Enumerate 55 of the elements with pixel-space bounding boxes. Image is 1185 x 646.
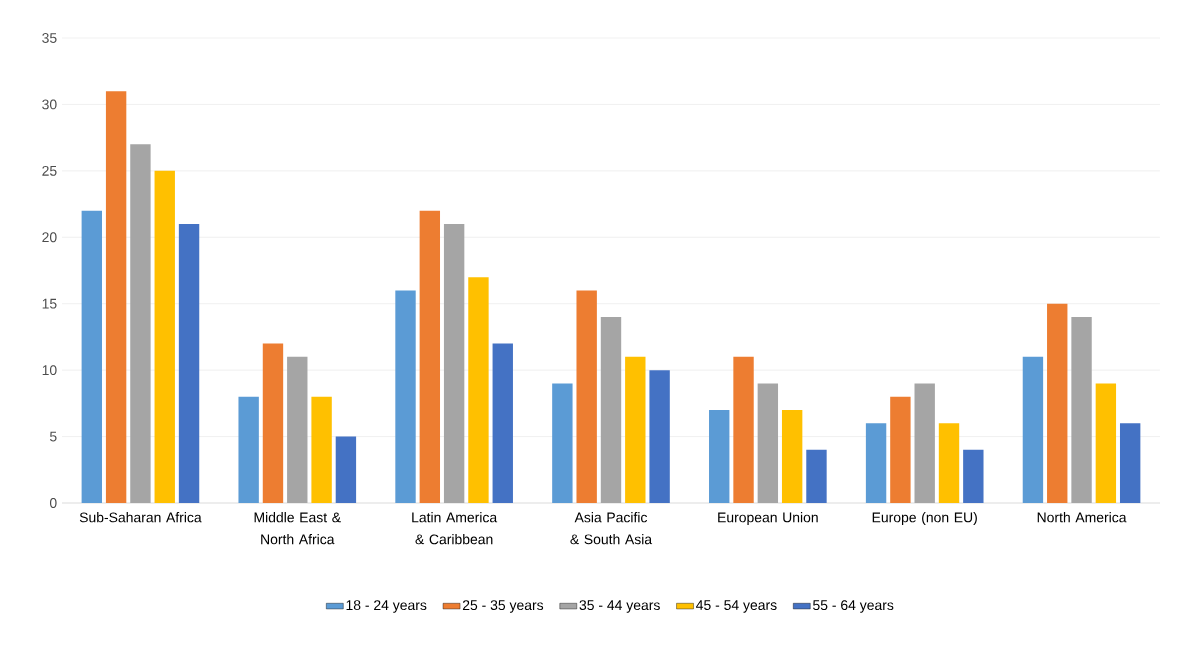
legend-label: 25 - 35 years (462, 600, 544, 613)
bar (154, 170, 175, 503)
bar (81, 210, 102, 503)
x-tick-label: Latin America & Caribbean (412, 512, 498, 545)
bar (600, 317, 622, 503)
bar (552, 383, 573, 503)
bar (625, 356, 646, 503)
bar (105, 91, 127, 503)
bar (492, 343, 513, 503)
bar (262, 343, 284, 503)
x-tick-label: Sub-Saharan Africa (79, 512, 202, 523)
bar (649, 370, 670, 503)
bar (914, 383, 935, 503)
x-tick-label: Middle East & North Africa (254, 512, 341, 545)
bar (806, 449, 827, 503)
x-tick-label: European Union (718, 512, 818, 526)
bar (1022, 356, 1044, 503)
bar (576, 290, 597, 503)
bar (890, 396, 911, 503)
y-tick-label: 30 (42, 99, 57, 110)
x-tick-label: North America (1037, 512, 1127, 523)
y-tick-label: 20 (42, 232, 57, 243)
bar (757, 383, 779, 503)
bar (938, 423, 960, 503)
bar (1119, 423, 1141, 503)
legend-label: 45 - 54 years (696, 600, 777, 613)
legend-label: 18 - 24 years (346, 600, 427, 613)
bar (963, 449, 984, 503)
bar (443, 224, 465, 503)
bar (1071, 317, 1092, 503)
bar (1095, 383, 1117, 503)
y-tick-label: 0 (49, 498, 57, 508)
bar (395, 290, 416, 503)
bar (238, 396, 259, 503)
x-tick-label: Europe (non EU) (872, 512, 977, 526)
bar (865, 423, 887, 503)
y-tick-label: 25 (42, 165, 57, 176)
y-tick-label: 5 (49, 431, 57, 442)
bar (130, 144, 151, 503)
x-tick-label: Asia Pacific & South Asia (570, 512, 653, 545)
y-tick-label: 10 (42, 365, 57, 376)
legend-label: 35 - 44 years (579, 600, 660, 613)
bar (419, 210, 441, 503)
bar (468, 277, 489, 503)
bar (178, 224, 200, 503)
y-tick-label: 15 (42, 298, 57, 309)
bar (311, 396, 332, 503)
bar (287, 356, 308, 503)
legend-label: 55 - 64 years (813, 600, 894, 613)
y-tick-label: 35 (42, 33, 57, 43)
bar (1047, 303, 1068, 503)
bar (781, 410, 803, 503)
bar (335, 436, 357, 503)
bar (709, 410, 730, 503)
bar (733, 356, 754, 503)
